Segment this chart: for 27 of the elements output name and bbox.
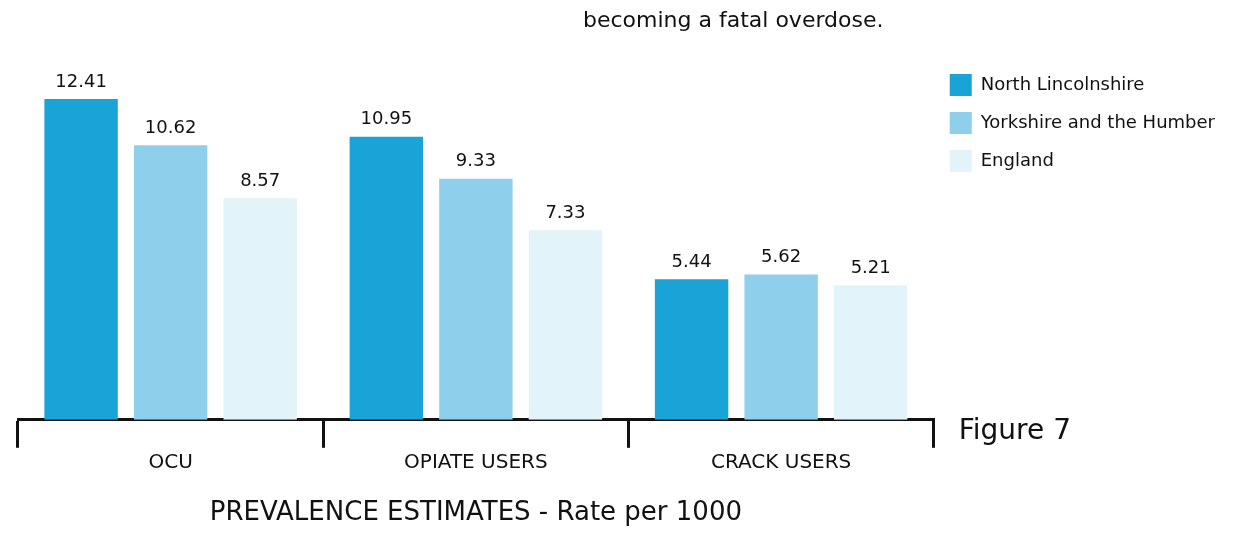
data-label: 5.62 (761, 245, 802, 267)
bar (349, 136, 424, 420)
bar (744, 274, 818, 420)
data-label: 5.44 (671, 249, 712, 271)
x-tick-label: CRACK USERS (710, 449, 852, 473)
bar (44, 99, 118, 420)
bar (833, 285, 908, 420)
data-label: 12.41 (55, 69, 107, 91)
bar (439, 178, 513, 420)
data-label: 10.95 (360, 107, 413, 129)
data-label: 5.21 (850, 255, 891, 277)
x-tick-label: OCU (148, 449, 193, 473)
data-label: 9.33 (455, 149, 496, 171)
bar (133, 145, 208, 420)
bar (528, 230, 603, 420)
text: becoming a fatal overdose. (583, 6, 884, 32)
legend-label: England (980, 148, 1054, 170)
data-label: 10.62 (144, 116, 197, 138)
legend-label: Yorkshire and the Humber (979, 110, 1216, 132)
legend-label: North Lincolnshire (980, 72, 1145, 94)
bar (223, 198, 297, 420)
data-label: 8.57 (240, 169, 281, 190)
x-tick-label: OPIATE USERS (404, 449, 548, 473)
caption: Figure 7 (958, 413, 1071, 447)
data-label: 7.33 (545, 201, 586, 223)
bar (654, 279, 729, 420)
x-axis-title: PREVALENCE ESTIMATES - Rate per 1000 (209, 496, 742, 527)
